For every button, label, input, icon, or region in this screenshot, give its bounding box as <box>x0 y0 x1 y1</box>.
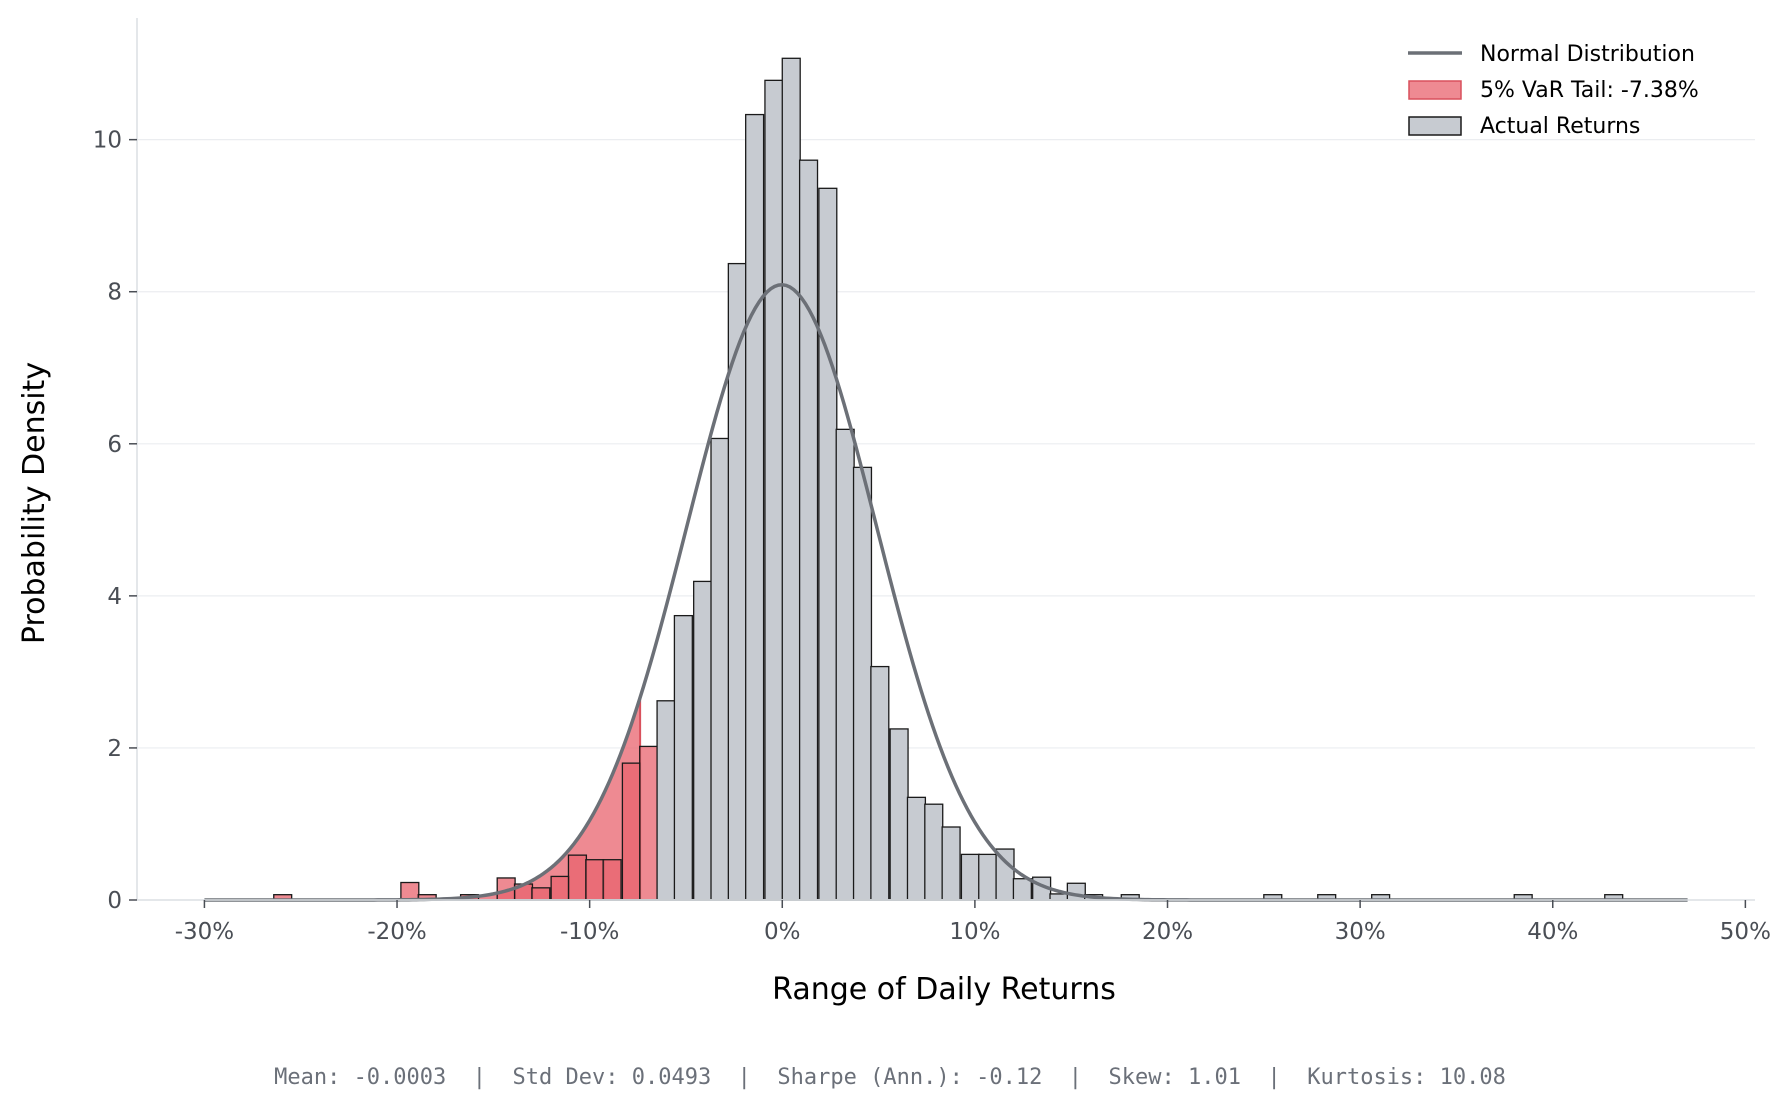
histogram-bar <box>1012 878 1032 901</box>
histogram-bar <box>906 796 927 901</box>
histogram-bar <box>745 113 765 901</box>
histogram-bar <box>400 881 420 901</box>
x-tick-label: 20% <box>1142 919 1193 945</box>
histogram-bar <box>710 437 730 901</box>
x-axis-title: Range of Daily Returns <box>772 972 1116 1007</box>
histogram-bar <box>924 803 944 901</box>
y-tick-label: 10 <box>93 128 122 154</box>
normal-distribution-line <box>204 282 1688 902</box>
histogram-bar <box>656 700 676 901</box>
axes <box>136 18 1755 901</box>
x-tick-label: 30% <box>1335 919 1386 945</box>
y-tick-label: 8 <box>107 280 122 306</box>
y-tick-label: 0 <box>107 888 122 914</box>
histogram-bar <box>621 762 641 901</box>
x-tick-label: 40% <box>1527 919 1578 945</box>
histogram-bar <box>798 159 819 901</box>
y-tick-label: 4 <box>107 584 122 610</box>
histogram-bar <box>835 428 855 901</box>
y-axis-title: Probability Density <box>17 362 52 644</box>
x-tick-label: -20% <box>367 919 426 945</box>
legend-swatch-var-tail <box>1408 80 1462 100</box>
gridlines <box>137 139 1755 749</box>
x-tick-label: 10% <box>949 919 1000 945</box>
histogram-bar <box>764 79 784 901</box>
legend-swatch-actual-returns <box>1408 116 1462 136</box>
x-tick-label: -30% <box>175 919 234 945</box>
histogram-bar <box>889 728 909 901</box>
histogram-bar <box>818 187 838 901</box>
legend-label-normal-distribution: Normal Distribution <box>1480 42 1695 67</box>
histogram-bar <box>852 466 873 901</box>
histogram-bar <box>531 887 551 901</box>
histogram-bar <box>567 854 588 901</box>
histogram-bar <box>585 859 605 901</box>
histogram-bar <box>941 826 961 901</box>
histogram-bar <box>781 57 801 901</box>
normal-curve <box>204 282 1688 902</box>
tick-labels: -30% -20% -10% 0% 10% 20% 30% 40% 50% 0 2 4 6 8 10 <box>93 128 1771 945</box>
histogram-bar <box>693 580 713 901</box>
legend-label-actual-returns: Actual Returns <box>1480 114 1640 139</box>
x-tick-label: -10% <box>560 919 619 945</box>
histogram-bar <box>727 262 747 901</box>
histogram-bar <box>673 614 693 901</box>
x-tick-label: 0% <box>764 919 801 945</box>
histogram-bar <box>960 853 980 901</box>
y-tick-label: 6 <box>107 432 122 458</box>
histogram-bar <box>639 745 659 901</box>
histogram-bar <box>978 853 998 901</box>
y-tick-label: 2 <box>107 736 122 762</box>
histogram-bar <box>602 859 622 901</box>
histogram-bars <box>273 57 1624 901</box>
histogram-bar <box>550 875 570 901</box>
legend: Normal Distribution 5% VaR Tail: -7.38% … <box>1408 42 1699 139</box>
x-tick-label: 50% <box>1720 919 1771 945</box>
stats-footer: Mean: -0.0003 | Std Dev: 0.0493 | Sharpe… <box>274 1065 1506 1090</box>
legend-label-var-tail: 5% VaR Tail: -7.38% <box>1480 78 1699 103</box>
histogram-bar <box>870 665 890 901</box>
